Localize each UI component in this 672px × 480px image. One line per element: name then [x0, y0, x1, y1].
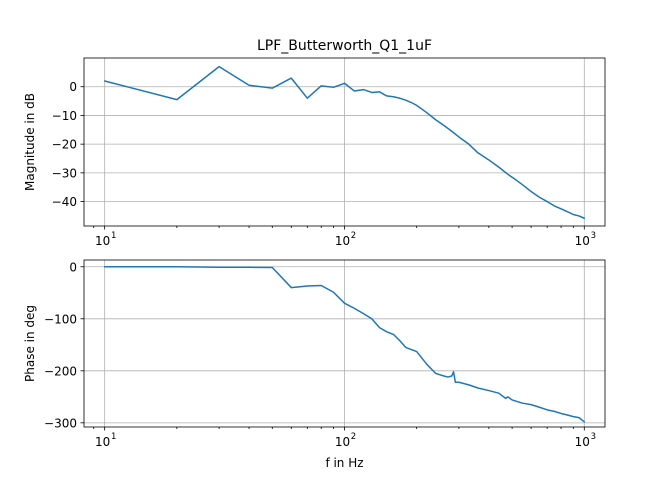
panel1-series-line-0 — [103, 65, 586, 219]
panel2-xtick-exp-2: 3 — [591, 432, 596, 442]
panel1-ytick-label-4: −40 — [52, 195, 77, 209]
panel2-series-line-0 — [103, 266, 586, 423]
panel1-ytick-label-0: 0 — [69, 80, 77, 94]
panel2-xtick-exp-1: 2 — [351, 432, 356, 442]
panel1-xtick-label-1: 10 — [335, 234, 350, 248]
panel1-xtick-label-2: 10 — [575, 234, 590, 248]
panel2-ytick-label-2: −200 — [44, 364, 77, 378]
panel2-xtick-label-1: 10 — [335, 435, 350, 449]
panel1-ytick-label-1: −10 — [52, 109, 77, 123]
panel1-axes-frame — [83, 57, 606, 227]
panel1-xtick-exp-2: 3 — [591, 231, 596, 241]
panel1-ytick-label-2: −20 — [52, 138, 77, 152]
panel2-axes-frame — [83, 259, 606, 428]
panel2-ylabel: Phase in deg — [23, 305, 37, 382]
panel2-xtick-label-0: 10 — [95, 435, 110, 449]
panel2-xtick-exp-0: 1 — [111, 432, 116, 442]
panel1-ylabel: Magnitude in dB — [23, 93, 37, 191]
panel1-xtick-exp-1: 2 — [351, 231, 356, 241]
panel1-title: LPF_Butterworth_Q1_1uF — [257, 38, 432, 54]
panel2-ytick-label-0: 0 — [69, 260, 77, 274]
panel2-ytick-label-3: −300 — [44, 416, 77, 430]
panel2-xtick-label-2: 10 — [575, 435, 590, 449]
panel1-ytick-label-3: −30 — [52, 166, 77, 180]
panel1-xtick-label-0: 10 — [95, 234, 110, 248]
panel2-xlabel: f in Hz — [325, 456, 363, 470]
panel2-ytick-label-1: −100 — [44, 312, 77, 326]
panel1-xtick-exp-0: 1 — [111, 231, 116, 241]
